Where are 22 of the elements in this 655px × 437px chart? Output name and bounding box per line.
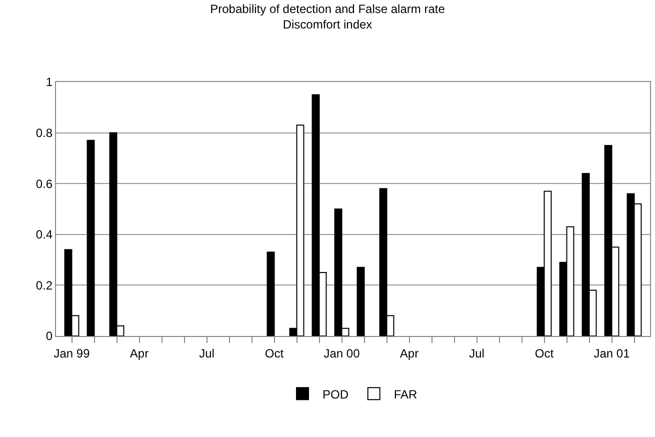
y-tick-label: 0 <box>46 329 53 344</box>
x-tick-label: Apr <box>400 346 419 360</box>
x-tick-label: Jan 99 <box>54 346 90 360</box>
x-tick-label: Oct <box>264 346 284 360</box>
bar <box>86 140 95 336</box>
chart-title: Probability of detection and False alarm rate <box>210 2 446 16</box>
y-tick-label: 1 <box>46 75 53 90</box>
y-tick-label: 0.2 <box>36 278 53 292</box>
bar <box>266 252 275 336</box>
bar <box>356 266 365 336</box>
x-tick-label: Apr <box>130 346 149 360</box>
chart-subtitle: Discomfort index <box>282 18 372 32</box>
x-tick-label: Jul <box>469 346 484 360</box>
legend-label: POD <box>322 387 349 402</box>
y-tick-label: 0.4 <box>36 228 53 242</box>
x-tick-label: Oct <box>534 346 554 360</box>
y-tick-label: 0.8 <box>36 126 53 140</box>
y-tick-label: 0.6 <box>36 176 53 191</box>
x-tick-label: Jul <box>199 346 214 360</box>
x-tick-label: Jan 00 <box>324 346 360 360</box>
legend-label: FAR <box>394 387 418 402</box>
x-tick-label: Jan 01 <box>594 346 630 360</box>
